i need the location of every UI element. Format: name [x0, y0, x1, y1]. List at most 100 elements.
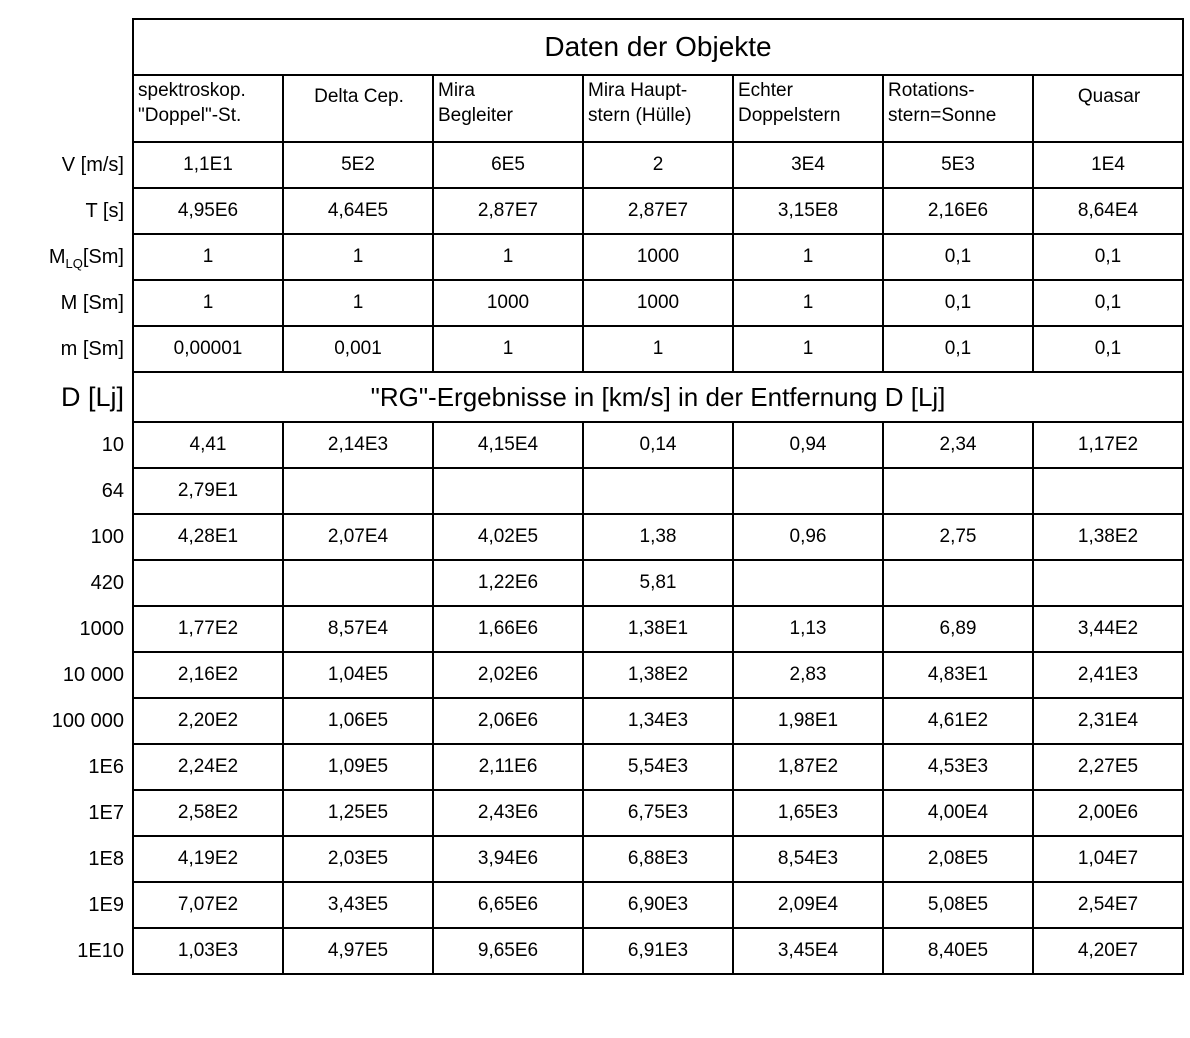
row-label: 1E10 [77, 939, 124, 962]
column-header-delta-cep: Delta Cep. [282, 74, 434, 143]
table-row: 1000 1,77E2 8,57E4 1,66E6 1,38E1 1,13 6,89 3,44… [0, 605, 1184, 653]
table-cell: 1 [732, 233, 884, 281]
table-cell: 1,17E2 [1032, 421, 1184, 469]
table-cell: 1,03E3 [132, 927, 284, 975]
row-label: 10 000 [62, 663, 124, 686]
table-cell: 2,24E2 [132, 743, 284, 791]
table-cell: 1,04E5 [282, 651, 434, 699]
row-label: 1E9 [88, 893, 124, 916]
table-cell: 2 [582, 141, 734, 189]
table-cell [282, 467, 434, 515]
table-cell: 0,1 [882, 325, 1034, 373]
data-table: Daten der Objekte spektroskop. "Doppel"-… [0, 18, 1184, 975]
table-cell: 0,94 [732, 421, 884, 469]
table-row: V [m/s] 1,1E1 5E2 6E5 2 3E4 5E3 1E4 [0, 141, 1184, 189]
table-cell: 1 [732, 279, 884, 327]
table-cell: 0,1 [1032, 325, 1184, 373]
table-cell: 1,25E5 [282, 789, 434, 837]
title-row: Daten der Objekte [0, 18, 1184, 76]
table-row: T [s] 4,95E6 4,64E5 2,87E7 2,87E7 3,15E8 2,16E… [0, 187, 1184, 235]
table-cell: 6,90E3 [582, 881, 734, 929]
table-cell: 4,83E1 [882, 651, 1034, 699]
table-row: 10 4,41 2,14E3 4,15E4 0,14 0,94 2,34 1,17E2 [0, 421, 1184, 469]
table-cell: 2,09E4 [732, 881, 884, 929]
table-cell: 8,40E5 [882, 927, 1034, 975]
table-cell: 5,54E3 [582, 743, 734, 791]
table-cell: 2,87E7 [432, 187, 584, 235]
row-label: 1E8 [88, 847, 124, 870]
table-cell: 2,00E6 [1032, 789, 1184, 837]
table-cell: 2,75 [882, 513, 1034, 561]
table-cell: 2,87E7 [582, 187, 734, 235]
table-cell: 1000 [582, 279, 734, 327]
column-header-row: spektroskop. "Doppel"-St. Delta Cep. Mir… [0, 74, 1184, 143]
table-cell: 6,75E3 [582, 789, 734, 837]
table-cell: 0,96 [732, 513, 884, 561]
row-label: 1E7 [88, 801, 124, 824]
table-cell: 2,31E4 [1032, 697, 1184, 745]
table-cell [732, 467, 884, 515]
table-cell: 1,1E1 [132, 141, 284, 189]
row-label: T [s] [85, 199, 124, 222]
table-cell [882, 467, 1034, 515]
table-cell: 6,65E6 [432, 881, 584, 929]
table-cell: 3,43E5 [282, 881, 434, 929]
table-cell: 3,44E2 [1032, 605, 1184, 653]
table-cell: 2,16E6 [882, 187, 1034, 235]
table-cell: 3,45E4 [732, 927, 884, 975]
table-cell: 1,77E2 [132, 605, 284, 653]
table-cell [132, 559, 284, 607]
table-cell: 1,34E3 [582, 697, 734, 745]
table-cell: 4,20E7 [1032, 927, 1184, 975]
table-row: 64 2,79E1 [0, 467, 1184, 515]
column-header-rotationsstern: Rotations- stern=Sonne [882, 74, 1034, 143]
table-cell: 1 [132, 233, 284, 281]
table-cell: 2,14E3 [282, 421, 434, 469]
table-cell: 1 [732, 325, 884, 373]
table-cell: 1,06E5 [282, 697, 434, 745]
table-cell: 4,19E2 [132, 835, 284, 883]
section-header: "RG"-Ergebnisse in [km/s] in der Entfern… [132, 371, 1184, 423]
table-cell: 0,1 [1032, 279, 1184, 327]
table-cell: 0,001 [282, 325, 434, 373]
table-cell: 9,65E6 [432, 927, 584, 975]
table-cell: 3E4 [732, 141, 884, 189]
table-cell: 4,61E2 [882, 697, 1034, 745]
table-cell: 1,65E3 [732, 789, 884, 837]
column-header-mira-hauptstern: Mira Haupt- stern (Hülle) [582, 74, 734, 143]
row-label: 100 000 [51, 709, 124, 732]
table-cell: 1,87E2 [732, 743, 884, 791]
table-cell: 3,94E6 [432, 835, 584, 883]
table-cell [432, 467, 584, 515]
table-cell: 1,09E5 [282, 743, 434, 791]
table-cell: 6,88E3 [582, 835, 734, 883]
table-cell: 5E2 [282, 141, 434, 189]
table-cell [582, 467, 734, 515]
table-cell: 6,89 [882, 605, 1034, 653]
table-row: MLQ[Sm] 1 1 1 1000 1 0,1 0,1 [0, 233, 1184, 281]
table-cell: 2,43E6 [432, 789, 584, 837]
table-cell [282, 559, 434, 607]
table-cell: 1000 [432, 279, 584, 327]
table-cell: 1 [432, 233, 584, 281]
column-header-spektroskop: spektroskop. "Doppel"-St. [132, 74, 284, 143]
table-cell [1032, 467, 1184, 515]
table-cell: 2,07E4 [282, 513, 434, 561]
row-label: MLQ[Sm] [48, 245, 124, 271]
table-cell: 1 [282, 233, 434, 281]
table-cell: 1,13 [732, 605, 884, 653]
column-header-echter-doppelstern: Echter Doppelstern [732, 74, 884, 143]
table-cell: 2,02E6 [432, 651, 584, 699]
table-cell: 2,41E3 [1032, 651, 1184, 699]
table-row: 1E10 1,03E3 4,97E5 9,65E6 6,91E3 3,45E4 8,40E5… [0, 927, 1184, 975]
table-cell: 1000 [582, 233, 734, 281]
table-cell: 4,02E5 [432, 513, 584, 561]
table-cell: 1,04E7 [1032, 835, 1184, 883]
table-cell: 0,14 [582, 421, 734, 469]
table-cell: 4,00E4 [882, 789, 1034, 837]
column-header-quasar: Quasar [1032, 74, 1184, 143]
table-cell: 4,15E4 [432, 421, 584, 469]
table-cell: 4,97E5 [282, 927, 434, 975]
table-cell: 1E4 [1032, 141, 1184, 189]
